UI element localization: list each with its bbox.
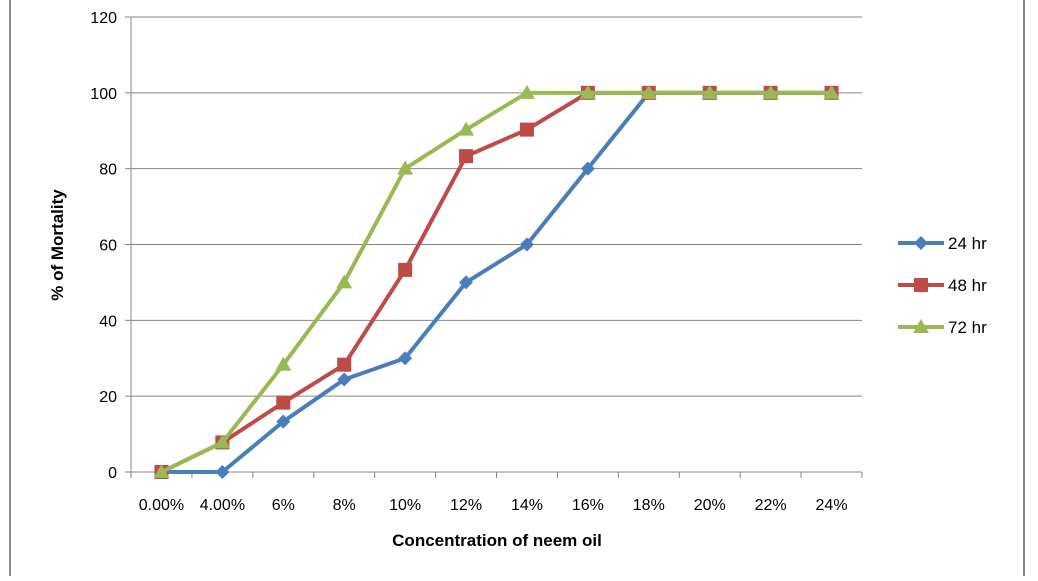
data-point xyxy=(153,464,170,478)
x-tick-label: 4.00% xyxy=(200,497,245,514)
legend-item: 72 hr xyxy=(898,318,987,337)
gridlines xyxy=(131,16,862,397)
y-tick-label: 40 xyxy=(99,313,117,330)
x-tick-label: 6% xyxy=(272,497,295,514)
legend-marker xyxy=(914,278,928,292)
data-point xyxy=(398,262,413,277)
data-point xyxy=(458,121,475,136)
legend-item: 48 hr xyxy=(898,276,987,295)
data-point xyxy=(701,84,718,99)
series-group xyxy=(153,84,840,479)
data-point xyxy=(519,237,534,252)
legend-label: 24 hr xyxy=(948,234,987,253)
legend-marker xyxy=(913,319,929,333)
x-tick-label: 16% xyxy=(572,497,604,514)
data-point xyxy=(459,149,474,164)
data-point xyxy=(337,357,352,372)
data-point xyxy=(275,356,292,371)
x-tick-labels: 0.00% 4.00% 6% 8% 10% 12% 14% 16% 18% 20% 22% 24% xyxy=(139,497,848,514)
data-point xyxy=(398,351,413,366)
data-point xyxy=(337,372,352,387)
x-axis-title: Concentration of neem oil xyxy=(392,531,602,550)
data-point xyxy=(459,275,474,290)
y-tick-labels: 0 20 40 60 80 100 120 xyxy=(90,10,117,482)
x-tick-label: 22% xyxy=(755,497,787,514)
axes xyxy=(125,16,863,478)
data-point xyxy=(580,161,595,176)
data-point xyxy=(397,160,414,175)
y-tick-label: 80 xyxy=(99,162,117,179)
legend-label: 72 hr xyxy=(948,318,987,337)
data-point xyxy=(276,395,291,410)
data-point xyxy=(519,122,534,137)
data-point xyxy=(518,84,535,99)
chart-border xyxy=(9,0,1025,581)
x-tick-label: 20% xyxy=(694,497,726,514)
data-point xyxy=(640,84,657,99)
series-72-hr xyxy=(153,84,840,478)
legend-marker xyxy=(914,236,928,250)
series-line xyxy=(160,90,832,474)
x-tick-label: 12% xyxy=(450,497,482,514)
data-point xyxy=(215,465,230,479)
x-tick-label: 18% xyxy=(633,497,665,514)
x-tick-label: 10% xyxy=(389,497,421,514)
data-point xyxy=(579,84,596,99)
y-tick-label: 60 xyxy=(99,238,117,255)
y-tick-label: 20 xyxy=(99,389,117,406)
legend-label: 48 hr xyxy=(948,276,987,295)
legend: 24 hr 48 hr 72 hr xyxy=(898,234,987,337)
x-tick-label: 14% xyxy=(511,497,543,514)
x-tick-label: 0.00% xyxy=(139,497,184,514)
data-point xyxy=(214,434,231,449)
y-axis-title: % of Mortality xyxy=(48,189,67,301)
data-point xyxy=(276,414,291,429)
data-point xyxy=(762,84,779,99)
y-tick-label: 0 xyxy=(108,465,117,482)
x-tick-label: 24% xyxy=(816,497,848,514)
y-tick-label: 120 xyxy=(90,10,117,27)
legend-item: 24 hr xyxy=(898,234,987,253)
y-tick-label: 100 xyxy=(90,86,117,103)
x-tick-label: 8% xyxy=(333,497,356,514)
data-point xyxy=(336,274,353,289)
data-point xyxy=(823,84,840,99)
